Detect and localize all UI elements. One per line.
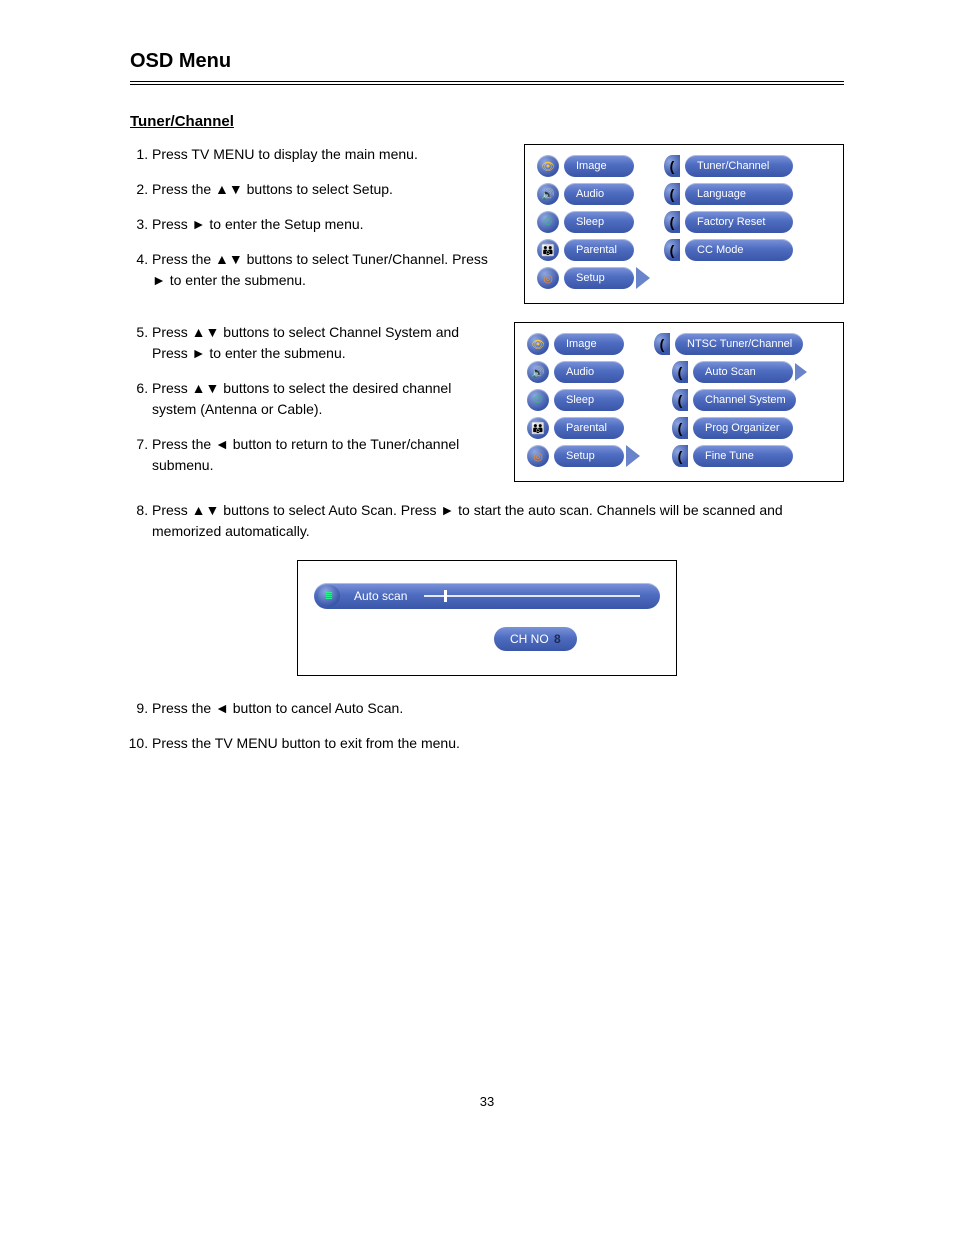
instruction-step: Press ▲▼ buttons to select the desired c…	[152, 378, 492, 420]
submenu-item[interactable]: (Language	[664, 183, 793, 205]
submenu-item[interactable]: (Fine Tune	[672, 445, 807, 467]
submenu-item[interactable]: (Auto Scan	[672, 361, 807, 383]
submenu-item-label: Auto Scan	[693, 361, 793, 383]
menu-item-label: Parental	[564, 239, 634, 261]
menu-item-label: Audio	[554, 361, 624, 383]
audio-icon: 🔊	[537, 183, 559, 205]
menu-item[interactable]: ◎Setup	[537, 267, 650, 289]
autoscan-label: Auto scan	[354, 589, 407, 603]
notch-icon: (	[664, 183, 680, 205]
selected-arrow-icon	[626, 445, 640, 467]
instruction-step: Press the ◄ button to return to the Tune…	[152, 434, 492, 476]
notch-icon: (	[672, 417, 688, 439]
parental-icon: 👪	[527, 417, 549, 439]
submenu-header-label: NTSC Tuner/Channel	[675, 333, 803, 355]
menu-item[interactable]: 🔊Audio	[527, 361, 640, 383]
autoscan-progress-tick	[444, 590, 447, 602]
notch-icon: (	[664, 155, 680, 177]
sleep-icon: ⏱	[527, 389, 549, 411]
screenshot-autoscan: ≣ Auto scan CH NO 8	[297, 560, 677, 676]
notch-icon: (	[664, 239, 680, 261]
submenu-item-label: Fine Tune	[693, 445, 793, 467]
autoscan-icon: ≣	[318, 585, 340, 607]
page-number: 33	[130, 1094, 844, 1109]
submenu-item[interactable]: (Factory Reset	[664, 211, 793, 233]
image-icon: 👁	[537, 155, 559, 177]
selected-arrow-icon	[795, 363, 807, 381]
menu-item-label: Sleep	[564, 211, 634, 233]
autoscan-progress-pill: ≣ Auto scan	[314, 583, 660, 609]
menu-item[interactable]: ◎Setup	[527, 445, 640, 467]
setup-icon: ◎	[537, 267, 559, 289]
instruction-step: Press ▲▼ buttons to select Channel Syste…	[152, 322, 492, 364]
parental-icon: 👪	[537, 239, 559, 261]
autoscan-channel-pill: CH NO 8	[494, 627, 577, 651]
autoscan-ch-value: 8	[554, 632, 561, 646]
autoscan-progress-line	[424, 595, 640, 597]
page-header: OSD Menu	[130, 50, 844, 73]
submenu-item[interactable]: (Prog Organizer	[672, 417, 807, 439]
instruction-step: Press the TV MENU button to exit from th…	[152, 733, 844, 754]
menu-item-label: Image	[554, 333, 624, 355]
instruction-step: Press ► to enter the Setup menu.	[152, 214, 492, 235]
notch-icon: (	[672, 361, 688, 383]
menu-item-label: Setup	[564, 267, 634, 289]
autoscan-ch-label: CH NO	[510, 632, 549, 646]
menu-item-label: Audio	[564, 183, 634, 205]
screenshot-tuner-channel: 👁Image🔊Audio⏱Sleep👪Parental◎Setup (NTSC …	[514, 322, 844, 482]
sleep-icon: ⏱	[537, 211, 559, 233]
header-divider	[130, 81, 844, 85]
menu-item[interactable]: 👁Image	[537, 155, 650, 177]
submenu-header: (NTSC Tuner/Channel	[654, 333, 807, 355]
menu-item-label: Image	[564, 155, 634, 177]
notch-icon: (	[672, 389, 688, 411]
menu-item[interactable]: ⏱Sleep	[537, 211, 650, 233]
menu-item[interactable]: 👪Parental	[537, 239, 650, 261]
submenu-item[interactable]: (CC Mode	[664, 239, 793, 261]
submenu-item-label: Channel System	[693, 389, 796, 411]
submenu-item-label: Language	[685, 183, 793, 205]
screenshot-setup-menu: 👁Image🔊Audio⏱Sleep👪Parental◎Setup (Tuner…	[524, 144, 844, 304]
menu-item[interactable]: 🔊Audio	[537, 183, 650, 205]
menu-item[interactable]: 👪Parental	[527, 417, 640, 439]
submenu-item[interactable]: (Channel System	[672, 389, 807, 411]
instruction-step: Press TV MENU to display the main menu.	[152, 144, 492, 165]
section-heading: Tuner/Channel	[130, 113, 844, 130]
notch-icon: (	[654, 333, 670, 355]
menu-item[interactable]: ⏱Sleep	[527, 389, 640, 411]
submenu-item-label: Tuner/Channel	[685, 155, 793, 177]
menu-item-label: Parental	[554, 417, 624, 439]
audio-icon: 🔊	[527, 361, 549, 383]
instruction-steps-part4: Press the ◄ button to cancel Auto Scan. P…	[130, 698, 844, 754]
instruction-step: Press the ▲▼ buttons to select Setup.	[152, 179, 492, 200]
image-icon: 👁	[527, 333, 549, 355]
submenu-item-label: Factory Reset	[685, 211, 793, 233]
instruction-step: Press ▲▼ buttons to select Auto Scan. Pr…	[152, 500, 844, 542]
submenu-item-label: CC Mode	[685, 239, 793, 261]
menu-item-label: Sleep	[554, 389, 624, 411]
instruction-step: Press the ◄ button to cancel Auto Scan.	[152, 698, 844, 719]
instruction-steps-part3: Press ▲▼ buttons to select Auto Scan. Pr…	[130, 500, 844, 542]
menu-item-label: Setup	[554, 445, 624, 467]
notch-icon: (	[664, 211, 680, 233]
submenu-item[interactable]: (Tuner/Channel	[664, 155, 793, 177]
setup-icon: ◎	[527, 445, 549, 467]
selected-arrow-icon	[636, 267, 650, 289]
instruction-step: Press the ▲▼ buttons to select Tuner/Cha…	[152, 249, 492, 291]
menu-item[interactable]: 👁Image	[527, 333, 640, 355]
submenu-item-label: Prog Organizer	[693, 417, 793, 439]
notch-icon: (	[672, 445, 688, 467]
